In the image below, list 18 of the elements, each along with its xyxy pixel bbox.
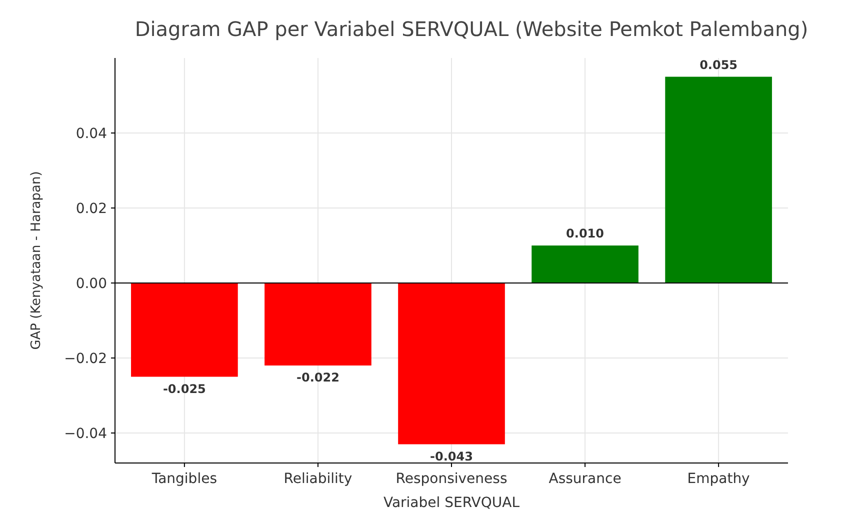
data-label: -0.025 bbox=[162, 382, 206, 396]
y-tick-label: −0.04 bbox=[64, 426, 108, 442]
x-tick-label: Reliability bbox=[284, 471, 352, 487]
y-tick-label: 0.00 bbox=[76, 276, 107, 292]
x-tick-label: Tangibles bbox=[150, 471, 218, 487]
y-tick-label: 0.04 bbox=[76, 126, 108, 142]
y-axis-title: GAP (Kenyataan - Harapan) bbox=[29, 171, 44, 350]
x-tick-label: Assurance bbox=[548, 471, 622, 487]
data-label: -0.022 bbox=[296, 370, 340, 384]
x-tick-label: Responsiveness bbox=[396, 471, 508, 487]
chart-title: Diagram GAP per Variabel SERVQUAL (Website Pemkot Palembang) bbox=[134, 17, 808, 41]
data-label: 0.055 bbox=[700, 58, 738, 72]
y-tick-label: −0.02 bbox=[64, 350, 107, 367]
y-tick-label: 0.02 bbox=[76, 200, 107, 217]
data-label: 0.010 bbox=[566, 226, 604, 240]
x-axis-title: Variabel SERVQUAL bbox=[383, 495, 520, 511]
data-label: -0.043 bbox=[430, 449, 473, 464]
x-tick-label: Empathy bbox=[687, 471, 750, 487]
